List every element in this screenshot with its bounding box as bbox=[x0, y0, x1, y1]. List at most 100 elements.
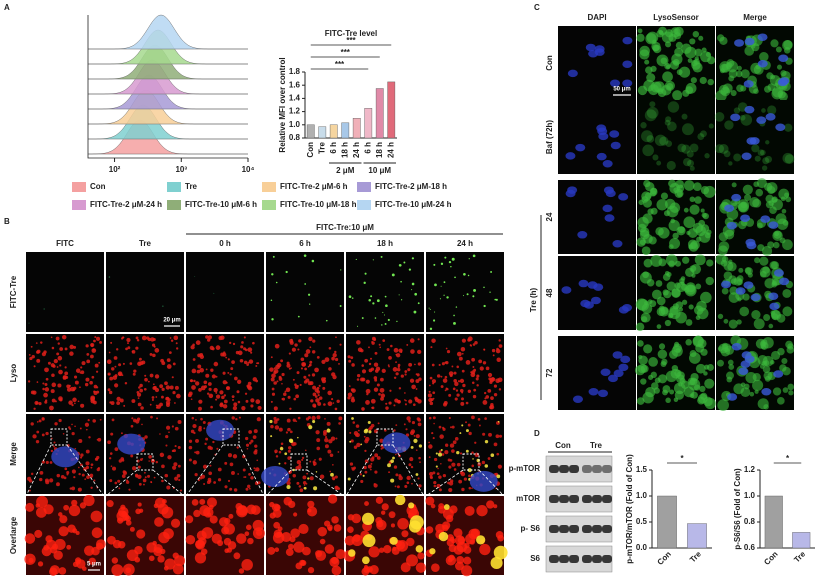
signal-dot bbox=[195, 438, 199, 443]
signal-dot bbox=[364, 439, 369, 444]
signal-dot bbox=[72, 561, 79, 568]
signal-dot bbox=[273, 381, 277, 385]
signal-dot bbox=[442, 427, 446, 431]
y-tick-label: 1.0 bbox=[636, 491, 648, 500]
significance-label: *** bbox=[335, 60, 345, 69]
signal-dot bbox=[132, 372, 136, 376]
signal-dot bbox=[472, 458, 474, 460]
signal-dot bbox=[673, 28, 679, 35]
column-header: Merge bbox=[743, 13, 767, 22]
signal-dot bbox=[201, 527, 214, 539]
signal-dot bbox=[348, 359, 352, 363]
micrograph-content bbox=[572, 351, 631, 403]
signal-dot bbox=[235, 418, 238, 421]
signal-dot bbox=[370, 398, 376, 404]
signal-dot bbox=[463, 272, 466, 276]
signal-dot bbox=[24, 533, 36, 544]
signal-dot bbox=[215, 345, 221, 350]
signal-dot bbox=[155, 460, 159, 464]
signal-dot bbox=[461, 424, 464, 427]
signal-dot bbox=[328, 347, 332, 350]
signal-dot bbox=[417, 362, 422, 366]
signal-dot bbox=[739, 306, 750, 317]
signal-dot bbox=[654, 377, 661, 384]
signal-dot bbox=[396, 367, 401, 372]
signal-dot bbox=[361, 369, 367, 374]
signal-dot bbox=[733, 153, 742, 162]
signal-dot bbox=[461, 565, 473, 577]
signal-dot bbox=[174, 555, 186, 567]
signal-dot bbox=[396, 485, 400, 489]
signal-dot bbox=[398, 263, 402, 267]
signal-dot bbox=[401, 299, 403, 301]
signal-dot bbox=[733, 277, 743, 286]
signal-dot bbox=[454, 397, 458, 401]
signal-dot bbox=[481, 460, 486, 465]
signal-dot bbox=[740, 382, 746, 388]
signal-dot bbox=[125, 519, 132, 526]
signal-dot bbox=[324, 437, 329, 443]
nucleus bbox=[622, 36, 633, 45]
signal-dot bbox=[327, 390, 333, 396]
signal-dot bbox=[126, 337, 131, 343]
signal-dot bbox=[49, 461, 53, 464]
signal-dot bbox=[444, 389, 447, 392]
signal-dot bbox=[205, 368, 208, 371]
signal-dot bbox=[272, 255, 275, 258]
micrograph-content bbox=[187, 335, 262, 411]
signal-dot bbox=[269, 419, 273, 424]
signal-dot bbox=[35, 503, 41, 508]
signal-dot bbox=[383, 314, 385, 316]
signal-dot bbox=[347, 396, 351, 400]
signal-dot bbox=[408, 362, 413, 367]
signal-dot bbox=[90, 354, 94, 359]
signal-dot bbox=[457, 380, 461, 383]
signal-dot bbox=[339, 343, 342, 346]
signal-dot bbox=[471, 357, 476, 362]
signal-dot bbox=[290, 367, 292, 369]
signal-dot bbox=[237, 400, 241, 404]
nucleus bbox=[602, 204, 613, 213]
signal-dot bbox=[461, 487, 465, 492]
signal-dot bbox=[312, 392, 317, 397]
signal-dot bbox=[451, 365, 454, 368]
signal-dot bbox=[364, 358, 369, 363]
signal-dot bbox=[664, 119, 671, 126]
legend-swatch bbox=[72, 182, 86, 192]
signal-dot bbox=[648, 357, 658, 367]
micrograph-content bbox=[261, 415, 343, 493]
signal-dot bbox=[206, 392, 210, 395]
signal-dot bbox=[751, 309, 761, 320]
signal-dot bbox=[245, 524, 252, 531]
nucleus bbox=[612, 240, 623, 248]
signal-dot bbox=[740, 69, 750, 79]
y-tick-label: 1.2 bbox=[744, 465, 756, 474]
signal-dot bbox=[414, 396, 418, 400]
signal-dot bbox=[372, 302, 375, 305]
signal-dot bbox=[382, 339, 386, 342]
signal-dot bbox=[453, 321, 456, 325]
signal-dot bbox=[222, 371, 226, 375]
signal-dot bbox=[188, 439, 193, 443]
nucleus bbox=[740, 360, 751, 368]
signal-dot bbox=[154, 517, 164, 527]
signal-dot bbox=[350, 356, 354, 360]
signal-dot bbox=[681, 113, 688, 120]
signal-dot bbox=[388, 511, 396, 519]
signal-dot bbox=[432, 391, 436, 395]
zoom-box bbox=[222, 428, 240, 446]
signal-dot bbox=[144, 476, 147, 479]
signal-dot bbox=[30, 422, 34, 426]
signal-dot bbox=[705, 276, 714, 286]
signal-dot bbox=[287, 500, 296, 509]
signal-dot bbox=[658, 343, 666, 350]
signal-dot bbox=[777, 397, 785, 405]
signal-dot bbox=[337, 487, 341, 490]
signal-dot bbox=[80, 366, 83, 369]
signal-dot bbox=[298, 485, 302, 488]
signal-dot bbox=[120, 504, 126, 510]
signal-dot bbox=[51, 398, 56, 403]
signal-dot bbox=[49, 478, 54, 483]
signal-dot bbox=[738, 267, 744, 273]
signal-dot bbox=[64, 366, 67, 369]
